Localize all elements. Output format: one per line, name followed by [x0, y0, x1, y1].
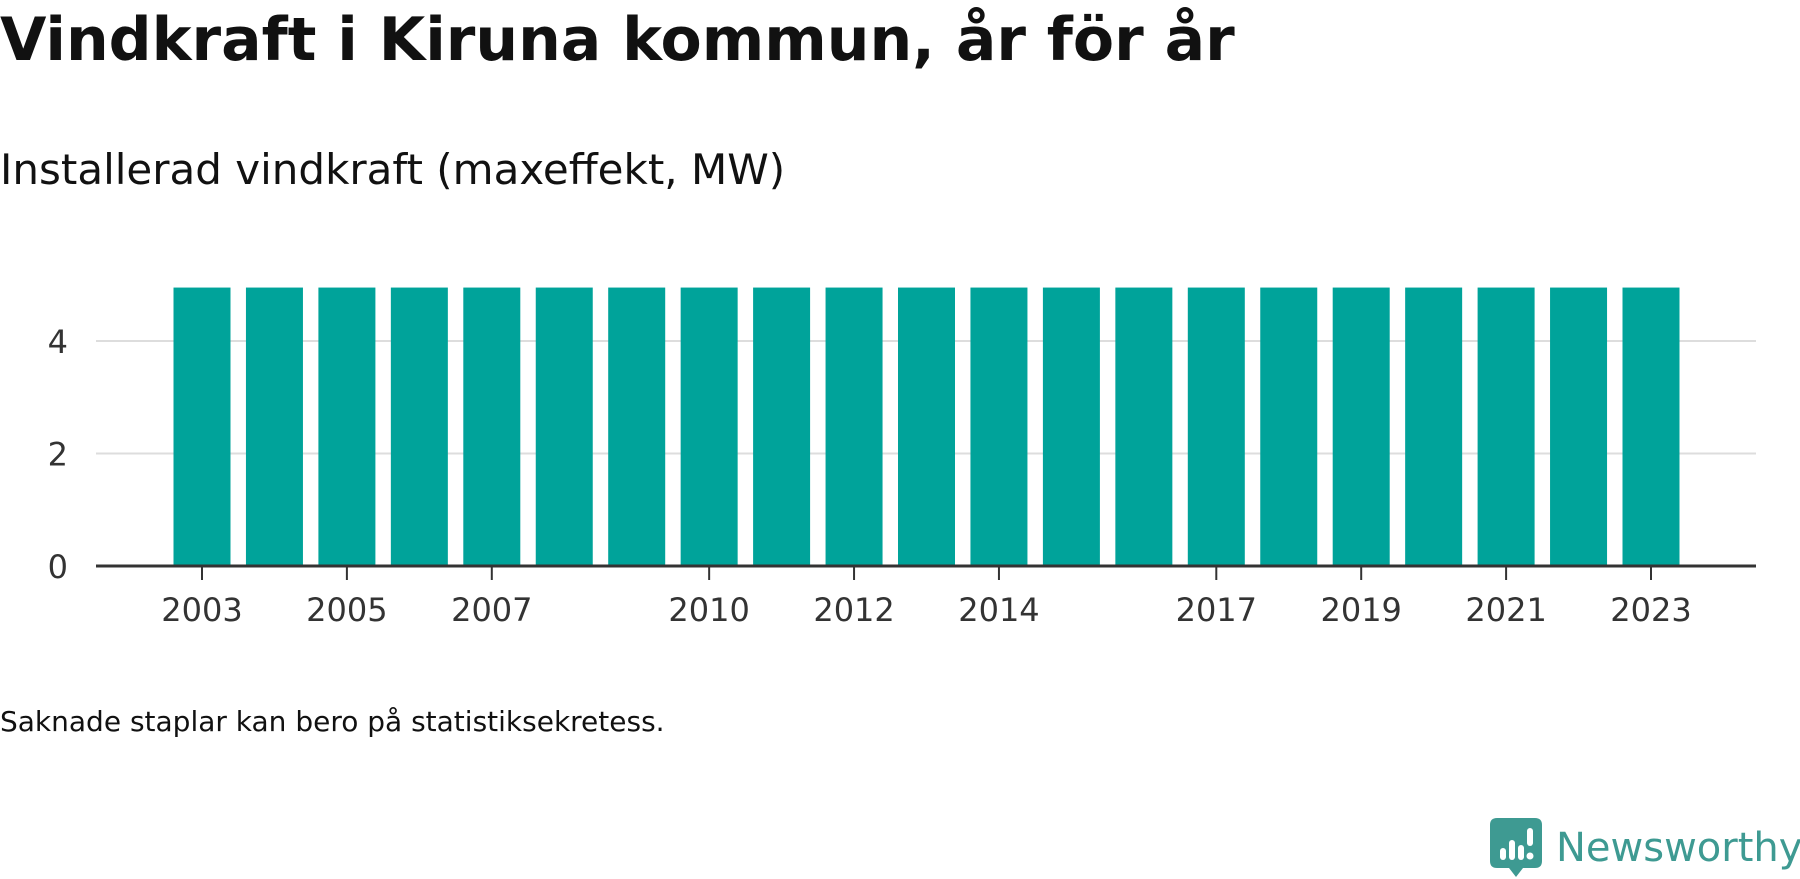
- bar: [1115, 287, 1173, 566]
- bar-chart: 0 2 4 2003 2005 2007 2010 2012 2014 2017 2019 2021…: [48, 287, 1756, 629]
- bar: [390, 287, 448, 566]
- y-axis: 0 2 4: [48, 323, 68, 586]
- bar: [245, 287, 303, 566]
- bar: [1622, 287, 1680, 566]
- bar: [1042, 287, 1100, 566]
- brand-name: Newsworthy: [1556, 825, 1800, 871]
- bars: [173, 287, 1680, 566]
- newsworthy-logo-icon: [1490, 818, 1542, 877]
- x-tick-label: 2007: [451, 591, 532, 629]
- bar: [1332, 287, 1390, 566]
- x-tick-label: 2003: [161, 591, 242, 629]
- footnote: Saknade staplar kan bero på statistiksek…: [0, 705, 665, 738]
- bar: [680, 287, 738, 566]
- bar: [318, 287, 376, 566]
- y-tick-label: 4: [48, 323, 68, 361]
- x-tick-label: 2005: [306, 591, 387, 629]
- bar: [1477, 287, 1535, 566]
- x-tick-label: 2017: [1176, 591, 1257, 629]
- bar: [463, 287, 521, 566]
- x-tick-label: 2010: [668, 591, 749, 629]
- bar: [1550, 287, 1608, 566]
- x-tick-label: 2019: [1320, 591, 1401, 629]
- bar: [1405, 287, 1463, 566]
- brand-logo[interactable]: Newsworthy: [1490, 818, 1800, 878]
- bar: [753, 287, 811, 566]
- bar: [608, 287, 666, 566]
- y-tick-label: 0: [48, 548, 68, 586]
- bar: [535, 287, 593, 566]
- chart-subtitle: Installerad vindkraft (maxeffekt, MW): [0, 145, 786, 194]
- x-tick-label: 2014: [958, 591, 1039, 629]
- bar: [825, 287, 883, 566]
- bar: [970, 287, 1028, 566]
- x-tick-label: 2012: [813, 591, 894, 629]
- y-tick-label: 2: [48, 436, 68, 474]
- bar: [173, 287, 231, 566]
- x-axis: 2003 2005 2007 2010 2012 2014 2017 2019 2021 2023: [96, 564, 1756, 629]
- bar: [1187, 287, 1245, 566]
- x-tick-label: 2023: [1610, 591, 1691, 629]
- chart-title: Vindkraft i Kiruna kommun, år för år: [0, 5, 1235, 75]
- bar: [1260, 287, 1318, 566]
- x-tick-label: 2021: [1465, 591, 1546, 629]
- bar: [898, 287, 955, 566]
